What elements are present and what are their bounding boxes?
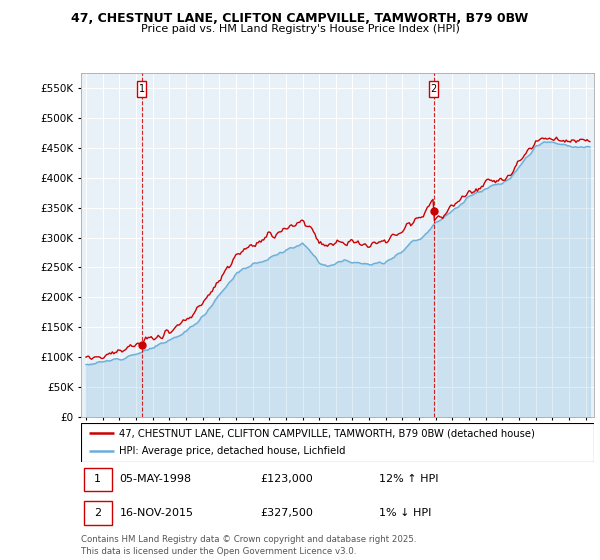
Text: Price paid vs. HM Land Registry's House Price Index (HPI): Price paid vs. HM Land Registry's House … <box>140 24 460 34</box>
Text: 12% ↑ HPI: 12% ↑ HPI <box>379 474 438 484</box>
Bar <box>83 468 112 491</box>
Text: 1: 1 <box>94 474 101 484</box>
Text: Contains HM Land Registry data © Crown copyright and database right 2025.
This d: Contains HM Land Registry data © Crown c… <box>81 535 416 556</box>
Text: 1: 1 <box>139 84 145 94</box>
Text: 47, CHESTNUT LANE, CLIFTON CAMPVILLE, TAMWORTH, B79 0BW: 47, CHESTNUT LANE, CLIFTON CAMPVILLE, TA… <box>71 12 529 25</box>
Text: 1% ↓ HPI: 1% ↓ HPI <box>379 508 431 518</box>
Bar <box>137 81 146 97</box>
Text: 05-MAY-1998: 05-MAY-1998 <box>119 474 191 484</box>
Text: 16-NOV-2015: 16-NOV-2015 <box>119 508 193 518</box>
Bar <box>83 501 112 525</box>
Text: HPI: Average price, detached house, Lichfield: HPI: Average price, detached house, Lich… <box>119 446 346 456</box>
Text: 2: 2 <box>94 508 101 518</box>
Text: 47, CHESTNUT LANE, CLIFTON CAMPVILLE, TAMWORTH, B79 0BW (detached house): 47, CHESTNUT LANE, CLIFTON CAMPVILLE, TA… <box>119 428 535 438</box>
Text: £327,500: £327,500 <box>260 508 313 518</box>
Bar <box>429 81 439 97</box>
Text: £123,000: £123,000 <box>260 474 313 484</box>
Text: 2: 2 <box>431 84 437 94</box>
